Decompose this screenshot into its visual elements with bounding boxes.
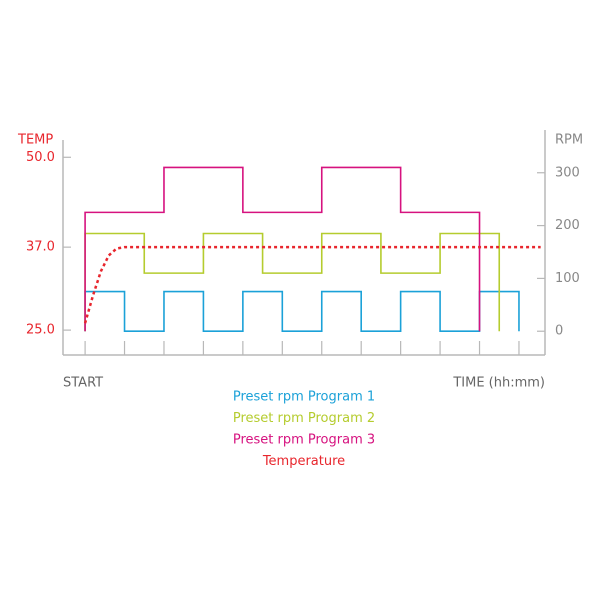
y-tick-label: 37.0	[26, 240, 55, 255]
x-start-label: START	[63, 376, 103, 391]
y2-axis-title: RPM	[555, 133, 583, 148]
y-axis-title: TEMP	[17, 133, 53, 148]
y2-tick-label: 200	[555, 218, 580, 233]
legend-entry: Preset rpm Program 1	[233, 390, 375, 405]
series-line	[83, 245, 541, 324]
y2-tick-label: 100	[555, 271, 580, 286]
y2-tick-label: 0	[555, 324, 563, 339]
series-line	[84, 290, 520, 333]
legend-entry: Temperature	[262, 454, 345, 469]
y2-tick-label: 300	[555, 165, 580, 180]
legend-entry: Preset rpm Program 3	[233, 433, 375, 448]
series-line	[84, 232, 501, 332]
y-tick-label: 25.0	[26, 323, 55, 338]
legend-entry: Preset rpm Program 2	[233, 411, 375, 426]
y-tick-label: 50.0	[26, 150, 55, 165]
series-line	[84, 166, 481, 332]
x-axis-title: TIME (hh:mm)	[452, 376, 545, 391]
